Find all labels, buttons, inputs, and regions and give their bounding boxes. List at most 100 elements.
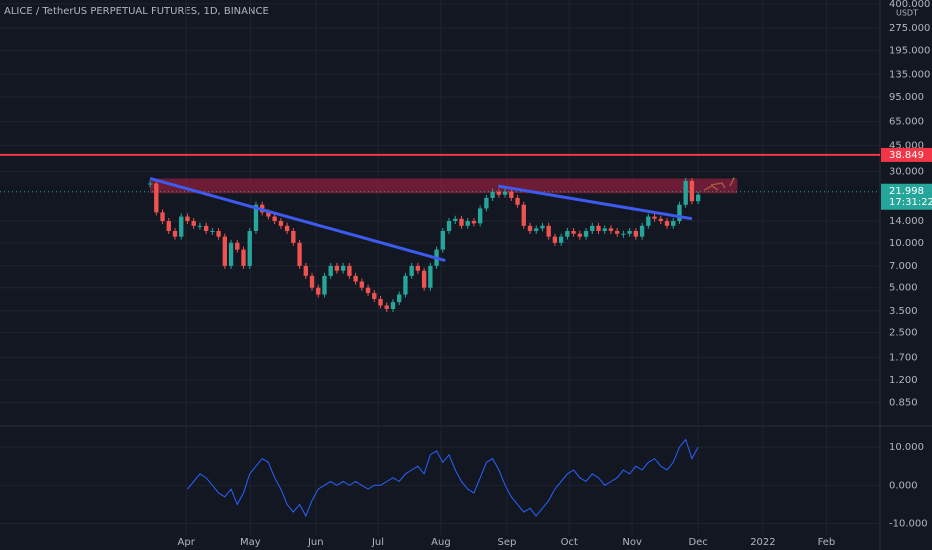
candle — [322, 275, 327, 295]
indicator-line — [187, 438, 699, 518]
candle — [646, 216, 651, 226]
y-tick-label: 400.000 — [889, 0, 930, 10]
candle — [297, 242, 302, 266]
candle — [154, 183, 159, 213]
candle — [677, 204, 682, 222]
y-tick-label: 30.000 — [889, 167, 924, 178]
x-tick-label: Jun — [307, 537, 324, 548]
resistance-zone — [150, 178, 738, 194]
candle — [403, 275, 408, 295]
candle — [502, 191, 508, 195]
candle — [552, 236, 558, 243]
candle — [583, 231, 589, 237]
candle — [689, 180, 695, 202]
candle — [378, 298, 383, 306]
last-price-label: 21.998 — [889, 186, 924, 197]
candle — [602, 228, 607, 232]
candle — [203, 225, 209, 232]
y-tick-label: 95.000 — [889, 92, 924, 103]
y2-tick-label: -10.000 — [889, 519, 928, 530]
trendline — [149, 177, 446, 263]
y-tick-label: 7.000 — [889, 261, 918, 272]
candle — [185, 216, 190, 222]
candle — [639, 225, 645, 237]
candle — [490, 191, 495, 198]
x-tick-label: Oct — [561, 537, 578, 548]
candle — [671, 221, 676, 226]
candle — [459, 218, 464, 226]
candle — [627, 231, 632, 234]
candle — [446, 221, 452, 232]
candle — [534, 228, 539, 232]
x-tick-label: Dec — [688, 537, 707, 548]
candle — [590, 225, 595, 232]
candle — [166, 221, 171, 232]
candle — [359, 281, 365, 288]
candle — [216, 231, 221, 237]
candle — [621, 233, 626, 235]
y-tick-label: 135.000 — [889, 69, 930, 80]
x-tick-label: 2022 — [750, 537, 775, 548]
candle — [397, 294, 402, 303]
y2-tick-label: 10.000 — [889, 442, 924, 453]
price-tag — [881, 147, 932, 162]
y-tick-label: 1.700 — [889, 353, 918, 364]
x-tick-label: Jul — [371, 537, 384, 548]
candle — [577, 233, 582, 237]
candle — [596, 225, 601, 232]
candle — [316, 287, 321, 295]
candle — [334, 265, 340, 271]
candle — [266, 212, 271, 217]
candle — [633, 231, 639, 237]
candle — [222, 236, 228, 266]
candle — [615, 231, 620, 234]
candle — [558, 236, 564, 243]
candle — [191, 221, 196, 226]
y-tick-label: 275.000 — [889, 23, 930, 34]
candle — [521, 204, 526, 226]
candle — [291, 231, 296, 243]
candle — [347, 265, 352, 276]
candle — [210, 231, 215, 233]
candle — [247, 231, 252, 266]
y-tick-label: 5.000 — [889, 283, 918, 294]
last-price-tag — [881, 183, 932, 210]
candle — [608, 228, 614, 232]
candle — [278, 221, 284, 226]
candle — [428, 265, 433, 288]
candle — [384, 305, 389, 309]
candle — [309, 275, 315, 288]
candle — [658, 218, 663, 222]
candle — [284, 225, 290, 232]
candle — [509, 191, 514, 198]
candle — [303, 265, 308, 276]
candle — [695, 194, 701, 202]
candle — [272, 216, 277, 222]
candle — [683, 180, 688, 205]
countdown-label: 17:31:22 — [889, 197, 932, 208]
x-tick-label: Apr — [178, 537, 196, 548]
candle — [527, 225, 533, 232]
x-tick-label: Aug — [431, 537, 451, 548]
chart-title: ALICE / TetherUS PERPETUAL FUTURES, 1D, … — [4, 6, 269, 17]
candle — [477, 208, 483, 224]
candle — [353, 275, 358, 282]
y-tick-label: 2.500 — [889, 328, 918, 339]
y-tick-label: 0.850 — [889, 397, 918, 408]
candle — [652, 216, 657, 219]
trendline — [497, 184, 693, 221]
candle — [253, 204, 259, 232]
candle — [235, 242, 240, 250]
candle — [471, 221, 477, 224]
candle — [241, 249, 246, 266]
candle — [515, 197, 520, 205]
candle — [340, 265, 346, 271]
y2-tick-label: 0.000 — [889, 480, 918, 491]
y-tick-label: 3.500 — [889, 306, 918, 317]
y-tick-label: 45.000 — [889, 140, 924, 151]
candle — [540, 225, 545, 229]
candle — [228, 242, 234, 266]
